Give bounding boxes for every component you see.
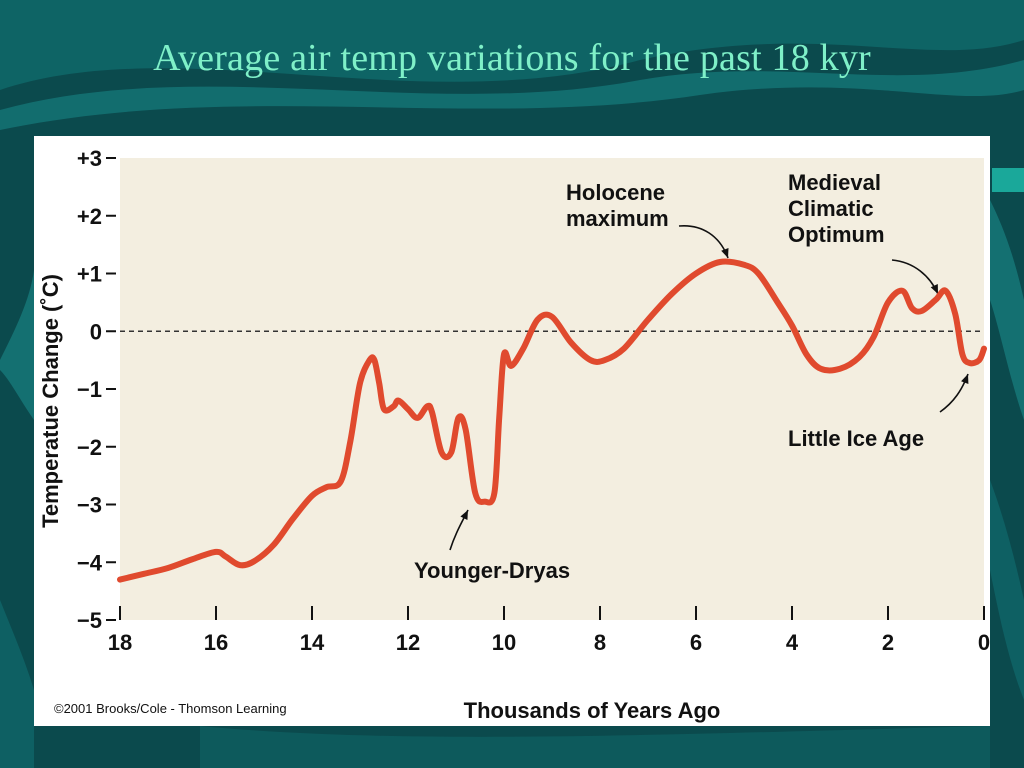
y-tick-label: −3 — [77, 493, 102, 518]
y-tick-label: +1 — [77, 262, 102, 287]
annotation-younger-dryas: Younger-Dryas — [414, 509, 570, 583]
temperature-chart: +3 +2 +1 0 −1 −2 −3 −4 −518 16 14 12 10 8 6 4 2 0 Thousand… — [38, 146, 990, 723]
annotation-text: Younger-Dryas — [414, 558, 570, 583]
annotation-text: Medieval — [788, 170, 881, 195]
x-tick-label: 0 — [978, 630, 990, 655]
annotation-text: Holocene — [566, 180, 665, 205]
x-tick-label: 8 — [594, 630, 606, 655]
x-tick-label: 4 — [786, 630, 799, 655]
plot-area — [120, 158, 984, 620]
x-tick-label: 18 — [108, 630, 132, 655]
annotation-arrowhead — [460, 510, 468, 520]
x-tick-label: 16 — [204, 630, 228, 655]
y-tick-label: +2 — [77, 204, 102, 229]
x-tick-label: 14 — [300, 630, 325, 655]
y-tick-label: +3 — [77, 146, 102, 171]
slide-title: Average air temp variations for the past… — [153, 37, 871, 79]
y-tick-label: −1 — [77, 377, 102, 402]
annotation-arrowhead — [961, 374, 969, 384]
x-tick-label: 6 — [690, 630, 702, 655]
y-tick-label: −4 — [77, 550, 103, 575]
copyright-credit: ©2001 Brooks/Cole - Thomson Learning — [54, 701, 287, 716]
annotation-arrowhead — [721, 248, 729, 258]
x-tick-label: 10 — [492, 630, 516, 655]
annotation-text: maximum — [566, 206, 669, 231]
y-tick-label: −2 — [77, 435, 102, 460]
x-tick-label: 12 — [396, 630, 420, 655]
annotation-little-ice-age: Little Ice Age — [788, 373, 969, 451]
y-tick-label: −5 — [77, 608, 102, 633]
annotation-text: Climatic — [788, 196, 874, 221]
annotation-text: Optimum — [788, 222, 885, 247]
x-axis-title: Thousands of Years Ago — [464, 698, 721, 723]
annotation-text: Little Ice Age — [788, 426, 924, 451]
y-tick-label: 0 — [90, 319, 102, 344]
y-axis-title: Temperatue Change (˚C) — [38, 274, 63, 528]
annotation-arrowhead — [930, 284, 938, 294]
x-tick-label: 2 — [882, 630, 894, 655]
chart-panel: +3 +2 +1 0 −1 −2 −3 −4 −5 18 16 14 12 10 8 6 4 2 0 Thousand… — [34, 136, 990, 726]
series-line-temperature — [117, 258, 987, 583]
